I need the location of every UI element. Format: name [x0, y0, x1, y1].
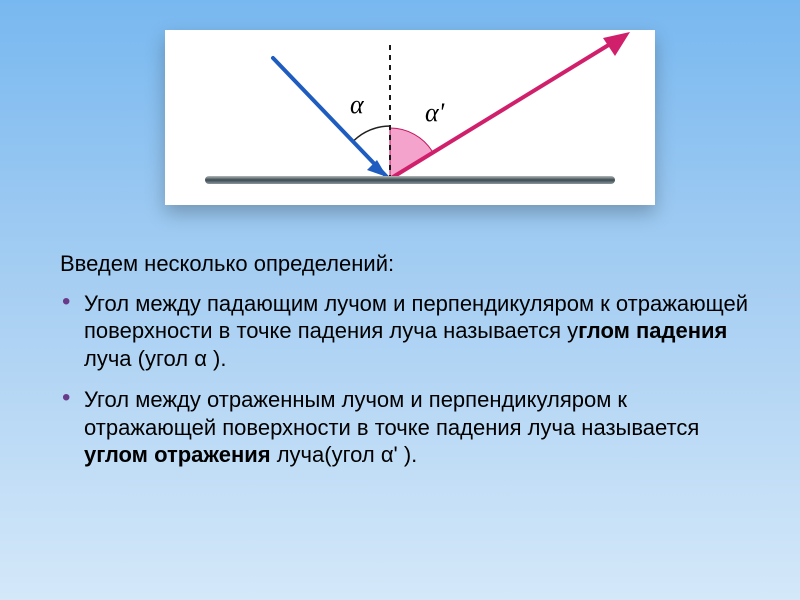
reflection-diagram: α α' [165, 30, 655, 205]
intro-line: Введем несколько определений: [60, 250, 760, 278]
definitions-text: Введем несколько определений: Угол между… [60, 250, 760, 483]
def2-pre: Угол между отраженным лучом и перпендику… [84, 387, 699, 440]
definition-incidence: Угол между падающим лучом и перпендикуля… [84, 290, 760, 373]
reflection-angle-fill [390, 128, 432, 178]
angle-label-reflection: α' [425, 98, 444, 128]
incident-arrowhead [367, 160, 387, 177]
angle-label-incidence: α [350, 90, 364, 120]
def2-bold: углом отражения [84, 442, 271, 467]
incidence-angle-arc [354, 126, 390, 141]
diagram-svg [165, 30, 655, 205]
def2-post: луча(угол α' ). [271, 442, 418, 467]
reflecting-surface [205, 176, 615, 184]
def1-post: луча (угол α ). [84, 346, 226, 371]
def1-bold: глом падения [578, 318, 727, 343]
definition-reflection: Угол между отраженным лучом и перпендику… [84, 386, 760, 469]
incident-ray [273, 58, 387, 177]
reflected-arrowhead [603, 32, 630, 56]
